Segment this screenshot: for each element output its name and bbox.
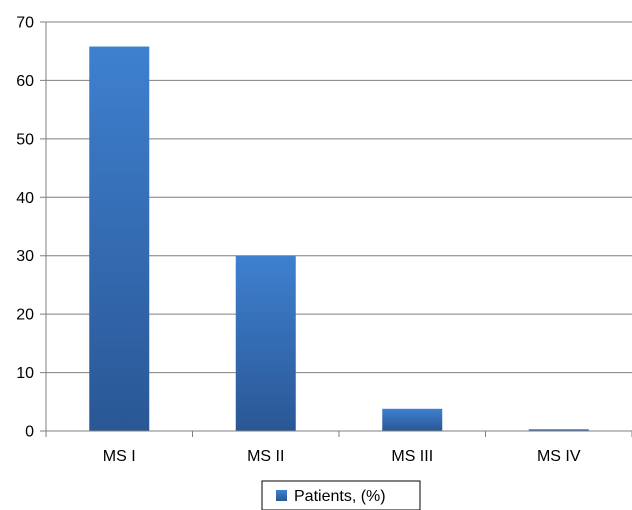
legend-box xyxy=(261,480,421,510)
x-category-label: MS I xyxy=(103,448,136,465)
y-tick-label: 50 xyxy=(16,131,34,148)
bar-ms-i xyxy=(89,46,150,431)
legend: Patients, (%) xyxy=(261,480,421,510)
x-axis xyxy=(40,22,632,437)
y-tick-label: 10 xyxy=(16,365,34,382)
x-category-label: MS III xyxy=(391,448,433,465)
x-axis-category-labels: MS I MS II MS III MS IV xyxy=(103,448,581,465)
y-tick-label: 20 xyxy=(16,307,34,324)
y-tick-label: 0 xyxy=(25,424,34,441)
bar-ms-iv xyxy=(528,429,589,431)
y-tick-label: 60 xyxy=(16,73,34,90)
legend-swatch-patients xyxy=(276,490,287,501)
y-tick-label: 40 xyxy=(16,190,34,207)
x-category-label: MS IV xyxy=(537,448,581,465)
y-axis-tick-labels: 0 10 20 30 40 50 60 70 xyxy=(16,15,34,441)
x-category-label: MS II xyxy=(247,448,284,465)
y-tick-label: 70 xyxy=(16,15,34,32)
y-tick-label: 30 xyxy=(16,248,34,265)
bar-ms-iii xyxy=(382,408,443,431)
bar-ms-ii xyxy=(235,255,296,431)
bars xyxy=(89,46,589,431)
legend-label-patients: Patients, (%) xyxy=(294,488,386,505)
